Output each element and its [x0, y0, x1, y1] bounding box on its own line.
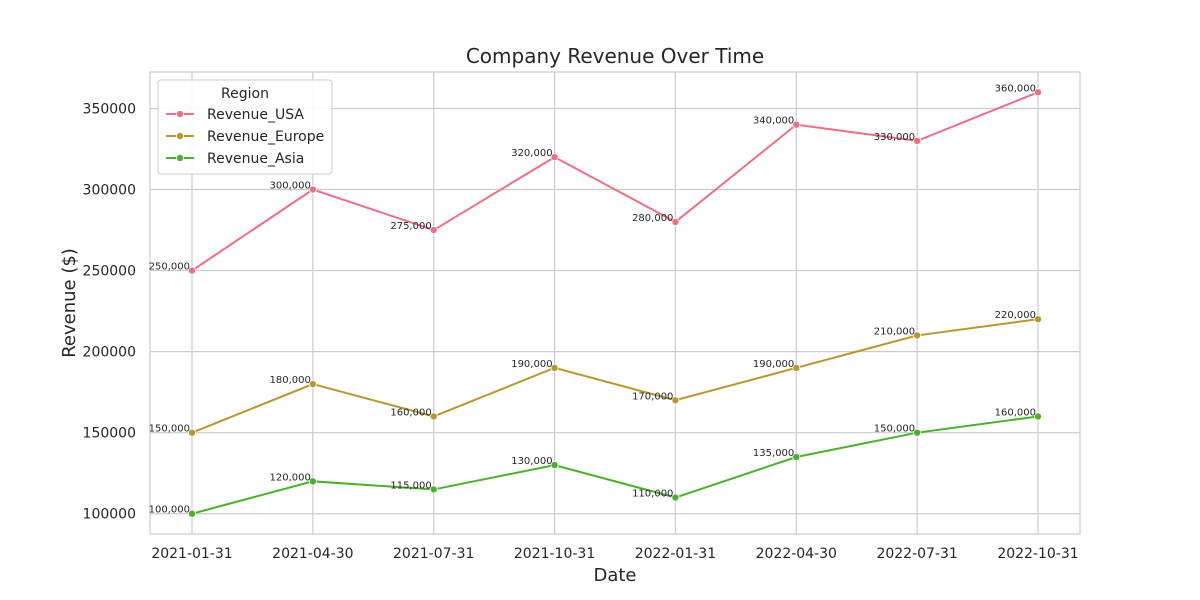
series-revenue-asia [187, 412, 1043, 518]
legend: Region Revenue_USARevenue_EuropeRevenue_… [157, 79, 333, 175]
data-label: 190,000 [511, 359, 552, 370]
series-layer [187, 88, 1043, 518]
data-label: 180,000 [269, 375, 310, 386]
x-tick-label: 2022-10-31 [997, 546, 1078, 562]
legend-marker [175, 131, 184, 140]
series-revenue-usa [187, 88, 1043, 275]
y-tick-label: 250000 [83, 264, 136, 280]
series-line-revenue-asia [191, 415, 1039, 515]
data-point [187, 509, 196, 518]
data-label: 150,000 [149, 424, 190, 435]
legend-title: Region [221, 86, 269, 102]
data-point [1034, 412, 1043, 421]
x-tick-label: 2021-01-31 [151, 546, 232, 562]
data-label: 360,000 [995, 83, 1036, 94]
data-point [671, 217, 680, 226]
series-line-revenue-usa [191, 91, 1039, 272]
legend-marker [175, 110, 184, 119]
legend-items: Revenue_USA Revenue_Europe Revenue_Asia [166, 107, 324, 167]
data-point [913, 331, 922, 340]
data-label: 280,000 [632, 213, 673, 224]
data-label: 130,000 [511, 456, 552, 467]
data-label: 170,000 [632, 391, 673, 402]
y-tick-label: 200000 [83, 345, 136, 361]
data-point [913, 428, 922, 437]
data-point [187, 266, 196, 275]
y-axis-title: Revenue ($) [59, 248, 80, 358]
data-point [308, 380, 317, 389]
data-label: 275,000 [390, 221, 431, 232]
y-tick-label: 100000 [83, 507, 136, 523]
x-tick-label: 2021-04-30 [272, 546, 353, 562]
data-point [913, 136, 922, 145]
data-label: 210,000 [874, 326, 915, 337]
data-point [792, 120, 801, 129]
series-line-revenue-europe [191, 318, 1039, 434]
data-label: 120,000 [269, 472, 310, 483]
data-label: 150,000 [874, 424, 915, 435]
data-label: 220,000 [995, 310, 1036, 321]
data-point [792, 452, 801, 461]
data-label: 300,000 [269, 181, 310, 192]
x-tick-label: 2022-04-30 [756, 546, 837, 562]
y-tick-label: 150000 [83, 426, 136, 442]
x-tick-label: 2022-07-31 [876, 546, 957, 562]
data-label: 115,000 [390, 480, 431, 491]
x-tick-label: 2022-01-31 [635, 546, 716, 562]
data-label: 330,000 [874, 132, 915, 143]
legend-item: Revenue_Europe [166, 129, 324, 145]
y-tick-label: 350000 [83, 101, 136, 117]
data-point [550, 461, 559, 470]
data-point [308, 477, 317, 486]
data-label: 190,000 [753, 359, 794, 370]
legend-label: Revenue_Asia [207, 151, 304, 167]
legend-label: Revenue_Europe [207, 129, 324, 145]
data-point [671, 396, 680, 405]
legend-marker [175, 153, 184, 162]
legend-label: Revenue_USA [207, 107, 304, 123]
y-tick-labels: 100000 150000 200000 250000 300000 350000 [83, 101, 136, 522]
data-label: 250,000 [149, 262, 190, 273]
data-point [550, 153, 559, 162]
data-point [1034, 88, 1043, 97]
legend-item: Revenue_USA [166, 107, 304, 123]
y-tick-label: 300000 [83, 183, 136, 199]
data-point [429, 226, 438, 235]
data-labels: 250,000 300,000 275,000 320,000 280,000 340,0… [149, 83, 1036, 515]
legend-item: Revenue_Asia [166, 151, 304, 167]
x-tick-label: 2021-07-31 [393, 546, 474, 562]
x-tick-labels: 2021-01-31 2021-04-30 2021-07-31 2021-10-31… [151, 546, 1078, 562]
chart-title: Company Revenue Over Time [466, 44, 764, 68]
data-label: 160,000 [390, 407, 431, 418]
data-label: 100,000 [149, 505, 190, 516]
data-point [671, 493, 680, 502]
data-label: 320,000 [511, 148, 552, 159]
series-revenue-europe [187, 315, 1043, 437]
data-label: 340,000 [753, 116, 794, 127]
x-tick-label: 2021-10-31 [514, 546, 595, 562]
data-label: 110,000 [632, 489, 673, 500]
data-point [792, 363, 801, 372]
x-axis-title: Date [593, 565, 636, 586]
data-point [429, 412, 438, 421]
data-point [1034, 315, 1043, 324]
data-point [187, 428, 196, 437]
data-point [429, 485, 438, 494]
data-label: 135,000 [753, 448, 794, 459]
data-point [550, 363, 559, 372]
data-point [308, 185, 317, 194]
legend-box [157, 79, 333, 175]
data-label: 160,000 [995, 407, 1036, 418]
